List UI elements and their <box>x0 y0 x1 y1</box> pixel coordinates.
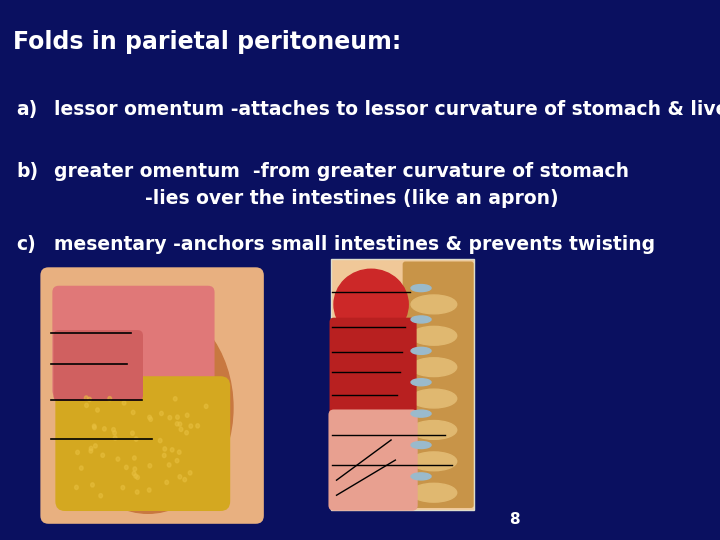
Ellipse shape <box>411 347 431 354</box>
Ellipse shape <box>179 427 183 431</box>
Ellipse shape <box>135 490 139 494</box>
Ellipse shape <box>174 397 177 401</box>
Ellipse shape <box>171 448 174 452</box>
Ellipse shape <box>113 436 117 440</box>
Ellipse shape <box>163 453 166 457</box>
Ellipse shape <box>93 426 96 430</box>
Ellipse shape <box>148 464 152 468</box>
Ellipse shape <box>91 483 94 487</box>
Text: Folds in parietal peritoneum:: Folds in parietal peritoneum: <box>14 30 402 53</box>
Ellipse shape <box>102 427 107 431</box>
Ellipse shape <box>116 457 120 461</box>
Ellipse shape <box>92 424 96 428</box>
Ellipse shape <box>411 442 431 449</box>
Ellipse shape <box>79 466 84 470</box>
FancyBboxPatch shape <box>331 259 474 510</box>
Text: 8: 8 <box>509 511 520 526</box>
Ellipse shape <box>175 422 179 426</box>
FancyBboxPatch shape <box>40 267 264 524</box>
Text: b): b) <box>16 162 38 181</box>
Ellipse shape <box>158 438 162 443</box>
Ellipse shape <box>148 415 151 420</box>
FancyBboxPatch shape <box>53 330 143 401</box>
Text: lessor omentum -attaches to lessor curvature of stomach & liver: lessor omentum -attaches to lessor curva… <box>54 100 720 119</box>
Ellipse shape <box>411 358 456 376</box>
Ellipse shape <box>84 396 88 400</box>
Ellipse shape <box>196 424 199 428</box>
Ellipse shape <box>167 463 171 467</box>
Ellipse shape <box>88 397 91 402</box>
Ellipse shape <box>135 475 140 480</box>
Ellipse shape <box>163 447 166 451</box>
Ellipse shape <box>185 430 189 435</box>
Ellipse shape <box>89 446 93 450</box>
Ellipse shape <box>89 449 93 453</box>
Text: greater omentum  -from greater curvature of stomach
              -lies over the: greater omentum -from greater curvature … <box>54 162 629 207</box>
Ellipse shape <box>411 421 456 440</box>
Ellipse shape <box>411 483 456 502</box>
FancyBboxPatch shape <box>402 261 474 508</box>
Ellipse shape <box>134 437 138 441</box>
Ellipse shape <box>108 396 112 401</box>
Ellipse shape <box>411 410 431 417</box>
Ellipse shape <box>411 473 431 480</box>
Text: a): a) <box>16 100 37 119</box>
Ellipse shape <box>160 411 163 416</box>
Ellipse shape <box>334 269 408 340</box>
FancyBboxPatch shape <box>53 286 215 397</box>
Ellipse shape <box>76 450 79 455</box>
Ellipse shape <box>122 401 126 405</box>
Ellipse shape <box>178 475 181 479</box>
Ellipse shape <box>411 316 431 323</box>
Ellipse shape <box>131 410 135 415</box>
Ellipse shape <box>130 431 135 435</box>
Ellipse shape <box>75 485 78 490</box>
FancyBboxPatch shape <box>55 376 230 511</box>
Text: c): c) <box>16 235 36 254</box>
Ellipse shape <box>121 485 125 490</box>
Ellipse shape <box>134 474 138 478</box>
Ellipse shape <box>148 488 151 492</box>
Ellipse shape <box>96 408 99 412</box>
Ellipse shape <box>411 379 431 386</box>
Ellipse shape <box>63 302 233 514</box>
Ellipse shape <box>132 456 136 460</box>
Ellipse shape <box>176 415 179 419</box>
Ellipse shape <box>411 452 456 471</box>
Ellipse shape <box>183 477 186 482</box>
Ellipse shape <box>178 422 181 426</box>
Ellipse shape <box>185 413 189 417</box>
Text: mesentary -anchors small intestines & prevents twisting: mesentary -anchors small intestines & pr… <box>54 235 655 254</box>
Ellipse shape <box>125 465 128 470</box>
Ellipse shape <box>133 467 137 471</box>
Ellipse shape <box>99 494 102 498</box>
Ellipse shape <box>101 453 104 457</box>
Ellipse shape <box>94 444 97 448</box>
Ellipse shape <box>177 450 181 454</box>
Ellipse shape <box>175 458 179 463</box>
Ellipse shape <box>112 428 115 432</box>
Ellipse shape <box>189 424 193 428</box>
Ellipse shape <box>168 415 171 420</box>
Ellipse shape <box>149 417 153 421</box>
Ellipse shape <box>204 404 208 408</box>
Ellipse shape <box>411 295 456 314</box>
Ellipse shape <box>411 326 456 345</box>
Ellipse shape <box>132 471 136 476</box>
Ellipse shape <box>65 295 189 386</box>
Ellipse shape <box>165 480 168 484</box>
FancyBboxPatch shape <box>328 409 418 511</box>
Ellipse shape <box>411 285 431 292</box>
FancyBboxPatch shape <box>330 318 417 427</box>
Ellipse shape <box>188 471 192 475</box>
Ellipse shape <box>411 389 456 408</box>
Ellipse shape <box>85 403 89 408</box>
Ellipse shape <box>113 431 117 435</box>
